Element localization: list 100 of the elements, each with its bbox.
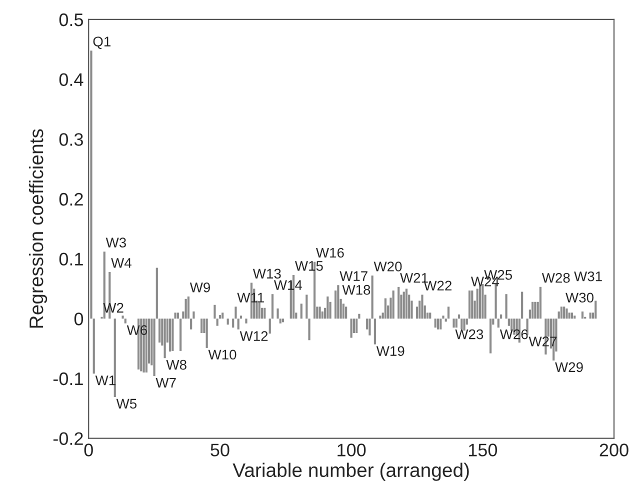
bar [184, 298, 187, 319]
bar [471, 290, 474, 319]
annotation: W2 [103, 302, 124, 313]
bar [276, 308, 279, 319]
annotation: W23 [455, 329, 484, 340]
bar [271, 294, 274, 319]
bar [358, 314, 360, 319]
annotation: W1 [95, 376, 116, 386]
bar [216, 318, 218, 326]
bar [326, 296, 329, 319]
bar [234, 306, 237, 319]
bar [172, 318, 174, 351]
bar [264, 308, 266, 319]
y-tick-label: -0.2 [53, 432, 83, 446]
bar [421, 294, 424, 319]
bar [534, 302, 536, 319]
bar [300, 304, 302, 319]
bar [318, 306, 321, 319]
bar [306, 294, 308, 319]
bar [452, 318, 455, 328]
bar [510, 318, 513, 331]
bar [442, 316, 444, 319]
bar [570, 312, 574, 319]
bar [258, 302, 260, 319]
bar [158, 318, 161, 343]
annotation: W18 [342, 284, 370, 295]
bar [447, 306, 450, 319]
bar [560, 306, 563, 319]
annotation: W11 [237, 292, 264, 302]
bar [279, 318, 282, 324]
bar [568, 312, 570, 319]
bar [282, 318, 284, 322]
bar [200, 318, 203, 333]
bar [226, 318, 229, 325]
annotation: W17 [340, 271, 368, 281]
y-tick-label: 0.1 [59, 252, 83, 266]
bar [90, 50, 92, 319]
bar [497, 318, 500, 328]
bar [374, 318, 376, 344]
bar [444, 318, 447, 322]
annotation: Q1 [93, 36, 110, 49]
bar [405, 288, 408, 319]
annotation: W28 [542, 272, 570, 283]
annotation: W26 [500, 329, 528, 340]
y-tick-label: -0.1 [53, 372, 83, 386]
annotation: W19 [376, 346, 404, 356]
annotation: W31 [574, 271, 602, 282]
x-tick-label: 150 [468, 444, 498, 456]
bar [566, 308, 568, 319]
annotation: W13 [252, 268, 281, 279]
annotation: W8 [166, 360, 186, 370]
x-axis-title: Variable number (arranged) [232, 462, 469, 481]
annotation: W27 [528, 336, 557, 346]
y-tick-label: 0.2 [59, 192, 83, 206]
bar [245, 318, 248, 324]
bar [174, 312, 176, 319]
bar [218, 315, 222, 319]
bar [214, 304, 216, 319]
bar [589, 312, 592, 319]
bar [402, 292, 405, 319]
bar [478, 286, 482, 319]
bar [455, 318, 458, 328]
bar [156, 268, 158, 319]
bar [434, 318, 436, 328]
x-tick-label: 50 [210, 444, 230, 456]
y-tick-label: 0.3 [59, 133, 83, 146]
bar [581, 311, 584, 319]
bar [521, 292, 524, 319]
bar [574, 316, 576, 319]
bar [190, 318, 192, 330]
annotation: W9 [190, 282, 210, 292]
annotation: W20 [374, 262, 402, 272]
bar [532, 302, 534, 319]
annotation: W5 [116, 398, 137, 409]
bar [268, 318, 271, 334]
annotation: W6 [126, 325, 148, 336]
bar [505, 294, 508, 319]
bar [180, 318, 182, 351]
annotation: W16 [316, 248, 344, 258]
annotation: W4 [111, 258, 132, 268]
bar [398, 286, 400, 319]
x-tick-label: 100 [338, 444, 366, 456]
annotation: W3 [106, 238, 126, 248]
y-tick-label: 0.4 [59, 73, 84, 86]
bar [206, 318, 208, 348]
bar [92, 318, 95, 374]
bar [460, 318, 463, 330]
y-axis-title: Regression coefficients [28, 129, 48, 328]
bar [337, 285, 340, 319]
bar [539, 286, 542, 319]
bar [500, 314, 502, 319]
bar [350, 318, 352, 338]
annotation: W15 [294, 261, 323, 271]
bar [384, 298, 387, 319]
bar [169, 318, 172, 352]
bar [356, 318, 358, 333]
annotation: W12 [240, 331, 268, 341]
bar [436, 318, 440, 330]
bar [563, 306, 566, 319]
annotation: W21 [400, 272, 428, 283]
